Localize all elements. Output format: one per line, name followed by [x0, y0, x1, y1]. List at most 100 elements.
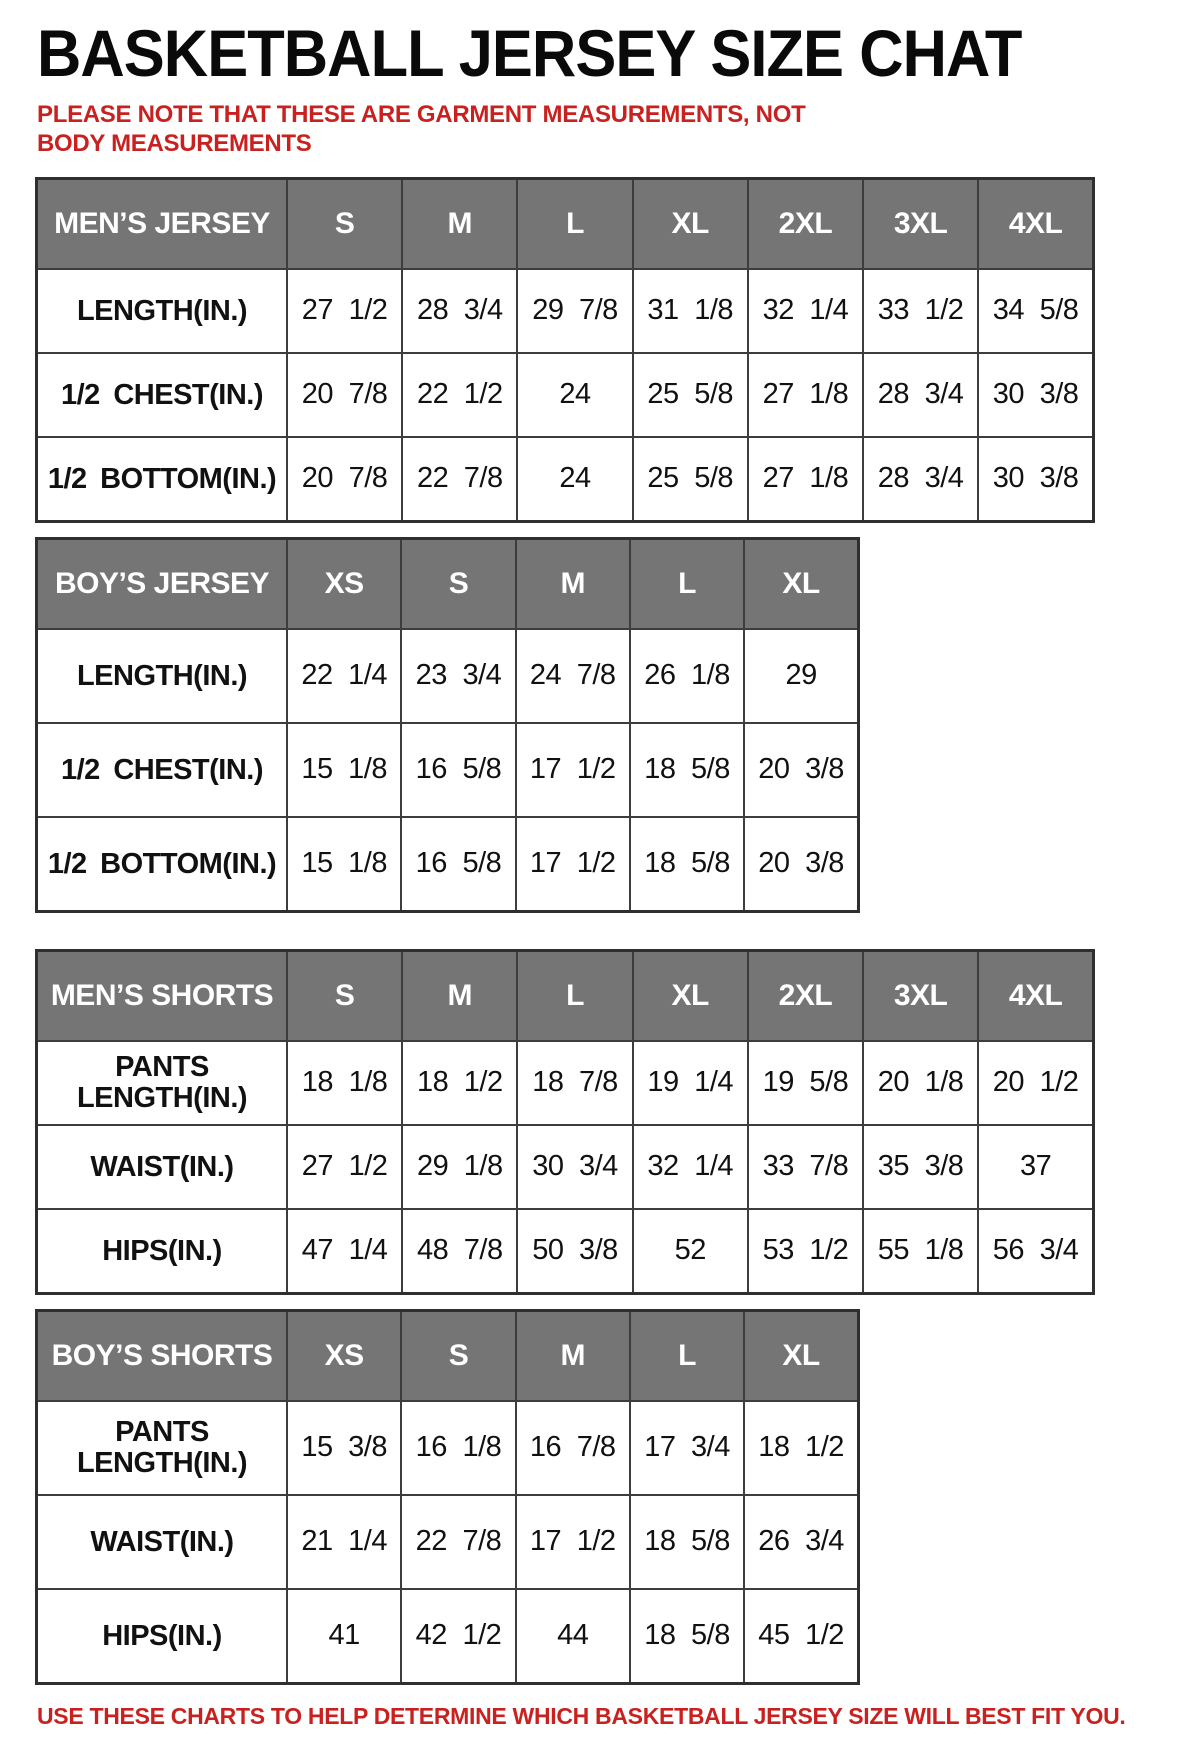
table-row: PANTS LENGTH(IN.) 15 3/8 16 1/8 16 7/8 17 3/… [35, 1399, 860, 1496]
size-header-cell: L [516, 177, 634, 270]
size-value: 16 5/8 [400, 721, 517, 818]
size-value: 21 1/4 [285, 1493, 403, 1590]
size-header-cell: XL [631, 949, 749, 1042]
size-value: 18 7/8 [516, 1039, 634, 1126]
header-row: MEN’S JERSEY S M L XL 2XL 3XL 4XL [35, 177, 1095, 270]
size-value: 16 7/8 [514, 1399, 631, 1496]
size-header-cell: XL [631, 177, 749, 270]
size-value: 18 5/8 [628, 1493, 746, 1590]
size-value: 55 1/8 [862, 1207, 980, 1295]
size-value: 27 1/2 [285, 1123, 404, 1210]
size-header-cell: XL [743, 1309, 860, 1402]
header-row: BOY’S JERSEY XS S M L XL [35, 537, 860, 630]
size-header-cell: XS [285, 537, 403, 630]
size-value: 52 [631, 1207, 749, 1295]
size-header-cell: L [516, 949, 634, 1042]
size-value: 20 1/8 [862, 1039, 980, 1126]
size-value: 42 1/2 [400, 1587, 517, 1685]
size-value: 20 7/8 [285, 435, 404, 523]
size-value: 29 1/8 [401, 1123, 519, 1210]
row-label: HIPS(IN.) [35, 1587, 288, 1685]
row-label: WAIST(IN.) [35, 1493, 288, 1590]
size-value: 25 5/8 [631, 351, 749, 438]
size-value: 29 7/8 [516, 267, 634, 354]
table-row: HIPS(IN.) 41 42 1/2 44 18 5/8 45 1/2 [35, 1587, 860, 1685]
table-row: HIPS(IN.) 47 1/4 48 7/8 50 3/8 52 53 1/2 55 1/… [35, 1207, 1095, 1295]
size-value: 25 5/8 [631, 435, 749, 523]
size-value: 17 1/2 [514, 721, 631, 818]
size-value: 16 5/8 [400, 815, 517, 913]
row-label: HIPS(IN.) [35, 1207, 288, 1295]
size-header-cell: 3XL [862, 949, 980, 1042]
row-label: 1/2 CHEST(IN.) [35, 351, 288, 438]
row-label: LENGTH(IN.) [35, 267, 288, 354]
row-label: LENGTH(IN.) [35, 627, 288, 724]
table-row: LENGTH(IN.) 22 1/4 23 3/4 24 7/8 26 1/8 29 [35, 627, 860, 724]
footer-note: USE THESE CHARTS TO HELP DETERMINE WHICH… [37, 1702, 1126, 1729]
table-mens-shorts: MEN’S SHORTS S M L XL 2XL 3XL 4XL PANTS LENGTH(I… [35, 948, 1095, 1295]
size-header-cell: L [628, 537, 746, 630]
size-value: 32 1/4 [746, 267, 865, 354]
size-header-cell: M [514, 1309, 631, 1402]
table-title-cell: BOY’S SHORTS [35, 1309, 288, 1402]
table-row: 1/2 CHEST(IN.) 20 7/8 22 1/2 24 25 5/8 27 1/8… [35, 351, 1095, 438]
size-value: 24 [516, 351, 634, 438]
table-mens-jersey: MEN’S JERSEY S M L XL 2XL 3XL 4XL LENGTH(IN.) 27 … [35, 176, 1095, 523]
table-row: 1/2 BOTTOM(IN.) 20 7/8 22 7/8 24 25 5/8 27 1/… [35, 435, 1095, 523]
size-header-cell: S [400, 537, 517, 630]
table-title-cell: MEN’S JERSEY [35, 177, 288, 270]
size-value: 35 3/8 [862, 1123, 980, 1210]
table-row: LENGTH(IN.) 27 1/2 28 3/4 29 7/8 31 1/8 32 1/… [35, 267, 1095, 354]
size-value: 34 5/8 [977, 267, 1095, 354]
size-value: 30 3/8 [977, 435, 1095, 523]
size-value: 29 [743, 627, 860, 724]
size-value: 17 3/4 [628, 1399, 746, 1496]
size-value: 28 3/4 [862, 435, 980, 523]
size-value: 37 [977, 1123, 1095, 1210]
size-value: 32 1/4 [631, 1123, 749, 1210]
size-header-cell: 4XL [977, 949, 1095, 1042]
size-value: 28 3/4 [862, 351, 980, 438]
header-row: MEN’S SHORTS S M L XL 2XL 3XL 4XL [35, 949, 1095, 1042]
size-value: 50 3/8 [516, 1207, 634, 1295]
size-header-cell: 2XL [746, 949, 865, 1042]
size-header-cell: M [514, 537, 631, 630]
row-label: 1/2 BOTTOM(IN.) [35, 815, 288, 913]
size-value: 30 3/4 [516, 1123, 634, 1210]
size-header-cell: L [628, 1309, 746, 1402]
size-value: 16 1/8 [400, 1399, 517, 1496]
size-value: 17 1/2 [514, 815, 631, 913]
size-value: 31 1/8 [631, 267, 749, 354]
size-header-cell: S [285, 949, 404, 1042]
size-value: 30 3/8 [977, 351, 1095, 438]
size-value: 22 1/2 [401, 351, 519, 438]
table-row: 1/2 BOTTOM(IN.) 15 1/8 16 5/8 17 1/2 18 5/8 2… [35, 815, 860, 913]
table-title-cell: BOY’S JERSEY [35, 537, 288, 630]
size-header-cell: 3XL [862, 177, 980, 270]
size-value: 48 7/8 [401, 1207, 519, 1295]
size-header-cell: M [401, 949, 519, 1042]
size-value: 24 [516, 435, 634, 523]
table-row: 1/2 CHEST(IN.) 15 1/8 16 5/8 17 1/2 18 5/8 20… [35, 721, 860, 818]
size-value: 23 3/4 [400, 627, 517, 724]
size-value: 27 1/8 [746, 435, 865, 523]
size-header-cell: M [401, 177, 519, 270]
size-value: 20 7/8 [285, 351, 404, 438]
row-label: 1/2 BOTTOM(IN.) [35, 435, 288, 523]
table-row: WAIST(IN.) 27 1/2 29 1/8 30 3/4 32 1/4 33 7/8… [35, 1123, 1095, 1210]
row-label: WAIST(IN.) [35, 1123, 288, 1210]
size-value: 20 1/2 [977, 1039, 1095, 1126]
size-value: 47 1/4 [285, 1207, 404, 1295]
row-label: PANTS LENGTH(IN.) [35, 1399, 288, 1496]
size-value: 33 7/8 [746, 1123, 865, 1210]
header-row: BOY’S SHORTS XS S M L XL [35, 1309, 860, 1402]
size-value: 41 [285, 1587, 403, 1685]
size-value: 33 1/2 [862, 267, 980, 354]
size-value: 45 1/2 [743, 1587, 860, 1685]
size-value: 15 3/8 [285, 1399, 403, 1496]
size-header-cell: 2XL [746, 177, 865, 270]
page-title: BASKETBALL JERSEY SIZE CHAT [37, 16, 1022, 90]
size-value: 22 7/8 [401, 435, 519, 523]
size-value: 18 1/2 [401, 1039, 519, 1126]
